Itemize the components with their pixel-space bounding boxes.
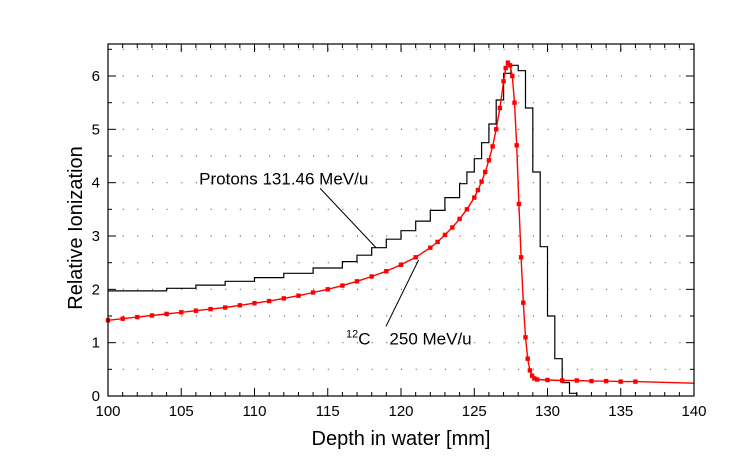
x-axis-title: Depth in water [mm] — [312, 428, 491, 450]
annotations: Protons 131.46 MeV/u 12C 250 MeV/u — [199, 169, 471, 348]
carbon-point — [618, 379, 623, 384]
carbon-point — [507, 63, 513, 68]
y-tick-label: 0 — [92, 388, 100, 405]
carbon-point — [560, 378, 565, 383]
carbon-point — [135, 314, 140, 320]
carbon-point — [512, 100, 517, 105]
carbon-point — [325, 287, 330, 292]
carbon-point — [545, 377, 550, 383]
carbon-point — [149, 313, 155, 318]
carbon-point — [532, 376, 537, 381]
grid-dots-path — [122, 48, 681, 370]
y-tick-label: 4 — [92, 175, 100, 192]
carbon-point — [505, 60, 511, 65]
carbon-point — [475, 187, 481, 193]
carbon-label-mass-number: 12 — [346, 328, 358, 340]
carbon-point — [633, 379, 638, 384]
carbon-point — [589, 378, 594, 384]
carbon-point — [501, 79, 506, 84]
carbon-label: 12C 250 MeV/u — [346, 328, 472, 348]
carbon-point — [510, 73, 515, 79]
carbon-point — [237, 303, 243, 308]
carbon-point — [574, 378, 579, 383]
carbon-point — [193, 308, 199, 313]
carbon-point — [310, 290, 316, 295]
carbon-point — [442, 232, 448, 238]
carbon-point — [164, 311, 169, 317]
carbon-point — [266, 298, 272, 304]
carbon-point — [369, 274, 374, 279]
carbon-point — [494, 127, 499, 132]
carbon-label-text: C 250 MeV/u — [358, 329, 471, 348]
x-tick-label: 140 — [681, 403, 706, 420]
carbon-point — [525, 356, 530, 361]
x-tick-label: 105 — [169, 403, 194, 420]
y-tick-label: 6 — [92, 68, 100, 85]
carbon-point — [518, 255, 524, 260]
carbon-point — [428, 245, 433, 250]
carbon-point — [340, 283, 345, 288]
carbon-point — [529, 373, 535, 378]
grid-dots — [122, 48, 681, 370]
x-tick-label: 130 — [535, 403, 560, 420]
carbon-point — [523, 335, 528, 340]
carbon-point — [354, 279, 360, 284]
y-tick-label: 3 — [92, 228, 100, 245]
y-tick-label: 1 — [92, 335, 100, 352]
carbon-point — [120, 316, 125, 321]
carbon-point — [535, 377, 540, 382]
y-tick-label: 2 — [92, 281, 100, 298]
carbon-point — [464, 207, 470, 212]
carbon-point — [497, 105, 503, 111]
protons-label: Protons 131.46 MeV/u — [199, 169, 368, 188]
carbon-point — [527, 368, 533, 373]
carbon-point — [503, 65, 508, 71]
x-tick-label: 100 — [95, 403, 120, 420]
protons-leader-line — [319, 188, 377, 249]
x-tick-label: 110 — [243, 403, 267, 420]
carbon-leader-line — [385, 259, 420, 327]
carbon-point — [514, 143, 519, 148]
carbon-point — [472, 195, 477, 200]
carbon-point — [179, 310, 184, 315]
protons-step-line — [108, 64, 578, 396]
carbon-point — [486, 158, 492, 163]
carbon-point — [457, 216, 462, 222]
carbon-point — [490, 144, 495, 149]
protons-series — [108, 64, 578, 396]
y-tick-label: 5 — [92, 121, 100, 138]
carbon-point — [413, 255, 418, 260]
x-tick-label: 125 — [462, 403, 487, 420]
carbon-point — [281, 296, 286, 301]
axis-ticks — [107, 44, 695, 397]
carbon-point — [252, 301, 257, 306]
carbon-point — [398, 262, 404, 267]
carbon-series — [105, 60, 695, 384]
carbon-point — [483, 169, 488, 175]
carbon-point — [450, 225, 455, 230]
carbon-point — [208, 306, 213, 312]
carbon-point — [603, 378, 609, 384]
x-tick-label: 120 — [388, 403, 413, 420]
carbon-point — [435, 239, 440, 245]
carbon-point — [223, 305, 228, 310]
carbon-point — [384, 269, 389, 274]
carbon-point — [516, 201, 522, 207]
x-tick-label: 115 — [316, 403, 340, 420]
carbon-point — [479, 179, 484, 184]
x-tick-label: 135 — [608, 403, 633, 420]
y-axis-title: Relative Ionization — [65, 146, 87, 309]
carbon-point — [296, 293, 301, 298]
carbon-point — [521, 300, 526, 305]
